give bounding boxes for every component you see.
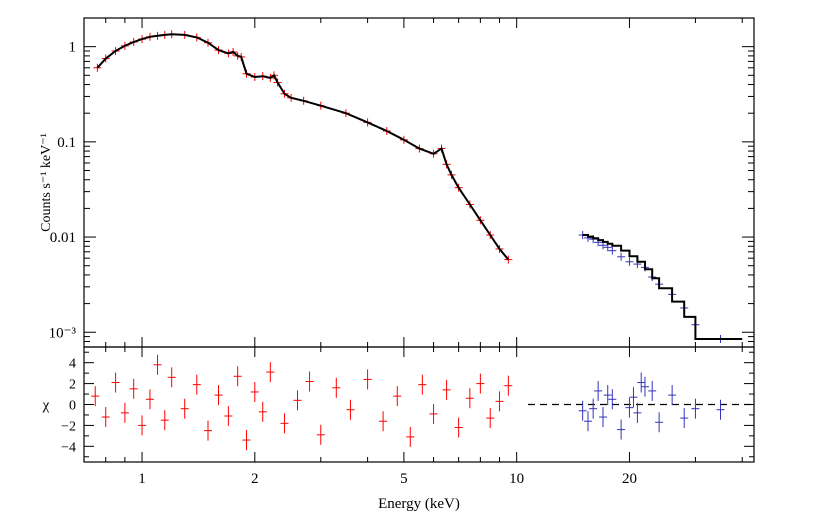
spectrum-panel-frame bbox=[83, 17, 755, 348]
residual-point bbox=[120, 402, 129, 423]
data-point bbox=[608, 246, 617, 255]
residual-point bbox=[599, 407, 608, 428]
residual-point bbox=[637, 372, 646, 393]
y-tick-label: 0.1 bbox=[57, 135, 76, 151]
residual-point bbox=[204, 420, 213, 441]
y-axis-label-counts: Counts s⁻¹ keV⁻¹ bbox=[39, 133, 54, 232]
spectrum-panel: 1 0.1 0.01 10⁻³ Counts s⁻¹ keV⁻¹ bbox=[39, 17, 755, 348]
x-tick-label: 10 bbox=[509, 471, 524, 487]
residual-point bbox=[346, 399, 355, 420]
y-tick-label: −2 bbox=[61, 419, 76, 434]
residual-point bbox=[486, 408, 495, 429]
residual-point bbox=[442, 379, 451, 400]
spectrum-data bbox=[93, 30, 725, 343]
model-curve-soft bbox=[96, 33, 510, 261]
residual-point bbox=[418, 374, 427, 395]
residual-point bbox=[293, 390, 302, 411]
residual-point bbox=[406, 426, 415, 447]
spectrum-model bbox=[96, 33, 743, 340]
residual-point bbox=[716, 399, 725, 420]
residual-point bbox=[363, 369, 372, 390]
data-point bbox=[625, 257, 634, 266]
residual-point bbox=[691, 398, 700, 419]
y-tick-label: 0 bbox=[69, 399, 76, 414]
residual-point bbox=[233, 366, 242, 387]
residual-point bbox=[429, 403, 438, 424]
residual-point bbox=[160, 410, 169, 431]
residual-point bbox=[668, 385, 677, 406]
residual-point bbox=[111, 372, 120, 393]
x-tick-label: 1 bbox=[138, 471, 146, 487]
residual-point bbox=[680, 408, 689, 429]
residual-point bbox=[101, 407, 110, 428]
residual-point bbox=[280, 413, 289, 434]
residual-point bbox=[629, 387, 638, 408]
x-tick-label: 20 bbox=[622, 471, 637, 487]
x-axis-label-energy: Energy (keV) bbox=[378, 496, 460, 512]
residual-point bbox=[465, 388, 474, 409]
residual-point bbox=[180, 398, 189, 419]
data-point bbox=[617, 252, 626, 261]
residual-point bbox=[640, 376, 649, 397]
residual-point bbox=[305, 371, 314, 392]
residual-point bbox=[594, 380, 603, 401]
residual-point bbox=[167, 367, 176, 388]
residual-point bbox=[495, 391, 504, 412]
residual-point bbox=[379, 411, 388, 432]
residual-point bbox=[393, 386, 402, 407]
residual-point bbox=[214, 385, 223, 406]
residual-point bbox=[138, 415, 147, 436]
residuals-data bbox=[91, 354, 725, 451]
spectrum-ticks: 1 0.1 0.01 10⁻³ bbox=[49, 17, 754, 348]
x-tick-label: 5 bbox=[400, 471, 408, 487]
residual-point bbox=[608, 389, 617, 410]
residual-point bbox=[242, 430, 251, 451]
y-tick-label: 4 bbox=[69, 357, 76, 372]
residual-point bbox=[332, 377, 341, 398]
residual-point bbox=[603, 385, 612, 406]
residual-point bbox=[583, 411, 592, 432]
residual-point bbox=[129, 378, 138, 399]
residual-point bbox=[91, 386, 100, 407]
residual-point bbox=[578, 400, 587, 421]
y-axis-label-chi: χ bbox=[42, 398, 50, 414]
residual-point bbox=[266, 362, 275, 383]
y-tick-label: −4 bbox=[61, 440, 76, 455]
residual-point bbox=[153, 354, 162, 375]
residual-point bbox=[316, 424, 325, 445]
data-point bbox=[504, 255, 513, 264]
y-tick-label: 2 bbox=[69, 378, 76, 393]
residual-point bbox=[145, 389, 154, 410]
residual-point bbox=[617, 419, 626, 440]
residual-point bbox=[224, 406, 233, 426]
residual-point bbox=[625, 397, 634, 418]
residual-point bbox=[648, 380, 657, 401]
residual-point bbox=[192, 374, 201, 395]
residual-point bbox=[633, 402, 642, 423]
residual-point bbox=[589, 398, 598, 419]
residual-point bbox=[655, 412, 664, 433]
residual-point bbox=[504, 375, 513, 396]
residual-point bbox=[250, 381, 259, 402]
y-tick-label: 0.01 bbox=[50, 230, 76, 246]
model-curve-hard bbox=[582, 234, 743, 340]
residual-point bbox=[258, 401, 267, 422]
residual-point bbox=[454, 417, 463, 438]
x-tick-label: 2 bbox=[251, 471, 259, 487]
y-tick-label: 10⁻³ bbox=[49, 325, 77, 341]
y-tick-label: 1 bbox=[69, 40, 77, 56]
residual-point bbox=[476, 373, 485, 394]
